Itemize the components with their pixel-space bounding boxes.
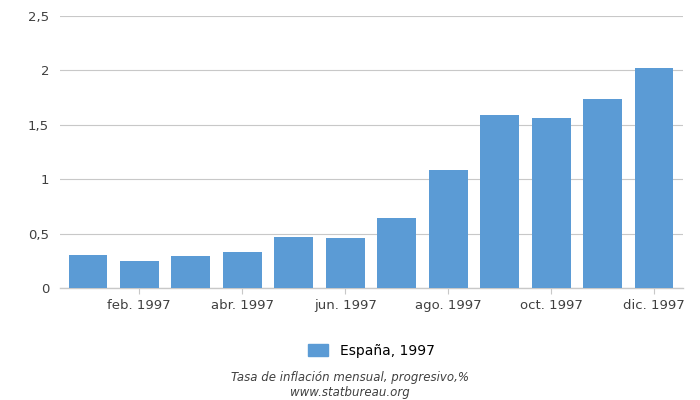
Bar <box>223 252 262 288</box>
Bar <box>480 115 519 288</box>
Bar <box>120 261 159 288</box>
Bar <box>326 238 365 288</box>
Text: Tasa de inflación mensual, progresivo,%: Tasa de inflación mensual, progresivo,% <box>231 372 469 384</box>
Bar <box>583 99 622 288</box>
Bar <box>274 237 313 288</box>
Bar <box>429 170 468 288</box>
Bar <box>635 68 673 288</box>
Bar <box>377 218 416 288</box>
Bar <box>172 256 210 288</box>
Text: www.statbureau.org: www.statbureau.org <box>290 386 410 399</box>
Bar <box>532 118 570 288</box>
Legend: España, 1997: España, 1997 <box>307 344 435 358</box>
Bar <box>69 255 107 288</box>
